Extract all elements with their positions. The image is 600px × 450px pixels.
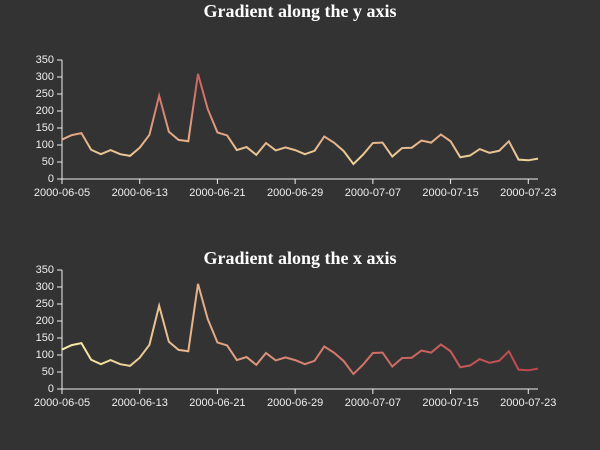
y-tick-label: 150 bbox=[36, 332, 54, 344]
y-tick-label: 300 bbox=[36, 71, 54, 83]
x-tick-label: 2000-06-13 bbox=[112, 397, 168, 409]
y-tick-label: 250 bbox=[36, 298, 54, 310]
x-tick-label: 2000-06-05 bbox=[34, 187, 90, 199]
x-tick-label: 2000-06-29 bbox=[267, 397, 323, 409]
line bbox=[61, 73, 539, 166]
y-tick-label: 350 bbox=[36, 264, 54, 276]
y-tick-label: 100 bbox=[36, 349, 54, 361]
y-tick-label: 250 bbox=[36, 88, 54, 100]
line bbox=[61, 283, 539, 376]
y-tick-label: 50 bbox=[42, 366, 54, 378]
x-tick-label: 2000-06-05 bbox=[34, 397, 90, 409]
chart-title: Gradient along the y axis bbox=[203, 1, 396, 21]
x-tick-label: 2000-06-13 bbox=[112, 187, 168, 199]
y-tick-label: 300 bbox=[36, 281, 54, 293]
y-tick-label: 200 bbox=[36, 105, 54, 117]
x-tick-label: 2000-07-15 bbox=[422, 397, 478, 409]
x-tick-label: 2000-07-23 bbox=[500, 397, 556, 409]
x-tick-label: 2000-07-07 bbox=[345, 187, 401, 199]
x-tick-label: 2000-06-21 bbox=[189, 187, 245, 199]
x-tick-label: 2000-06-29 bbox=[267, 187, 323, 199]
x-tick-label: 2000-07-07 bbox=[345, 397, 401, 409]
y-tick-label: 0 bbox=[48, 383, 54, 395]
chart-title: Gradient along the x axis bbox=[203, 248, 396, 268]
x-tick-label: 2000-07-23 bbox=[500, 187, 556, 199]
y-tick-label: 150 bbox=[36, 122, 54, 134]
y-tick-label: 350 bbox=[36, 54, 54, 66]
y-tick-label: 200 bbox=[36, 315, 54, 327]
y-tick-label: 0 bbox=[48, 173, 54, 185]
x-tick-label: 2000-06-21 bbox=[189, 397, 245, 409]
y-tick-label: 100 bbox=[36, 139, 54, 151]
y-tick-label: 50 bbox=[42, 156, 54, 168]
x-tick-label: 2000-07-15 bbox=[422, 187, 478, 199]
